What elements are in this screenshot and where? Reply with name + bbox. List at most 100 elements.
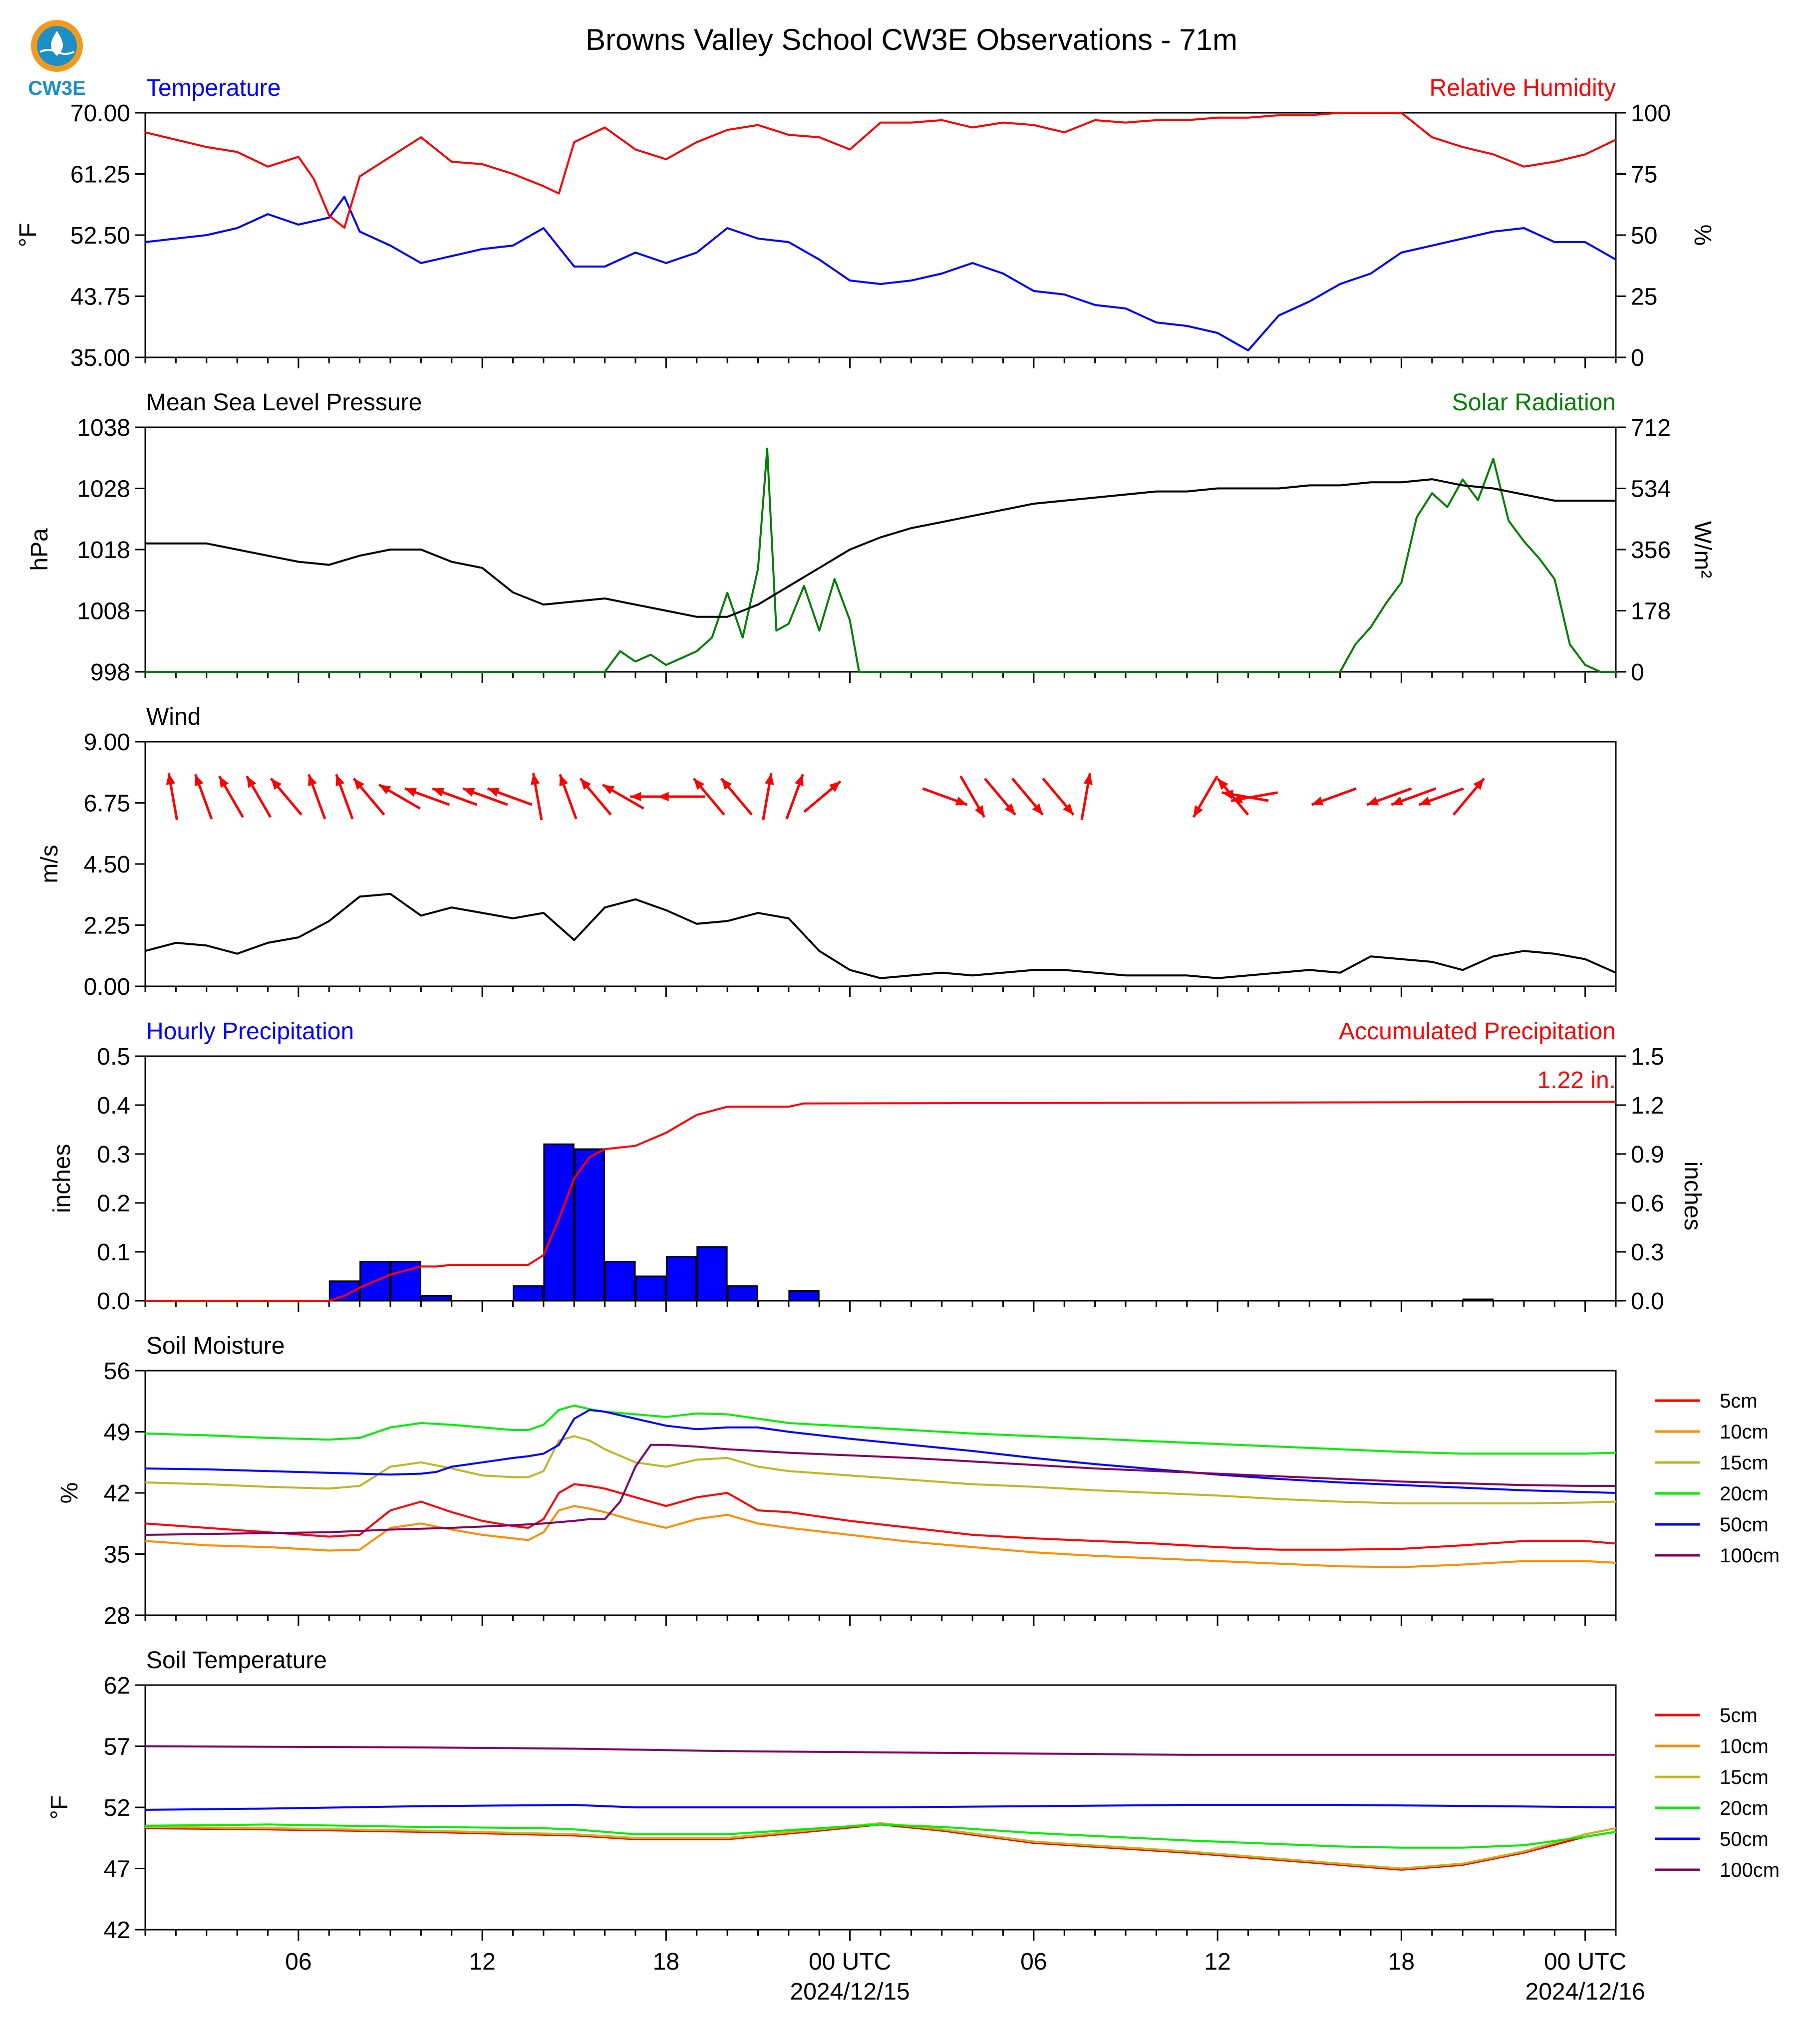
wind-arrow-head xyxy=(559,774,569,787)
plot-layer: 06 12 18 00 UTC 06 12 18 00 UTC 2024/12/15 2024/1… xyxy=(70,100,1780,2005)
wind-arrow-head xyxy=(1221,790,1233,799)
soil-line-5cm xyxy=(145,1823,1616,1871)
legend-label: 10cm xyxy=(1720,1736,1769,1757)
y-tick-label: 35 xyxy=(104,1542,130,1568)
legend-label: 5cm xyxy=(1720,1390,1758,1412)
y-tick-label: 61.25 xyxy=(70,162,130,188)
precip-bar xyxy=(543,1143,575,1302)
precip-bar xyxy=(665,1256,697,1302)
y-tick-label: 62 xyxy=(104,1673,130,1699)
cw3e-logo: CW3E xyxy=(28,20,86,99)
soil-temperature-unit: °F xyxy=(46,1795,73,1820)
wind-arrow-head xyxy=(603,785,615,795)
wind-arrow-head xyxy=(1311,796,1324,806)
wind-arrow-head xyxy=(657,792,669,802)
legend-label: 100cm xyxy=(1720,1859,1780,1881)
y-tick-label-right: 1.5 xyxy=(1631,1044,1664,1070)
precip-bar xyxy=(635,1275,666,1302)
humidity-line xyxy=(145,112,1616,229)
y-tick-label-right: 356 xyxy=(1631,537,1671,564)
wind-arrow-head xyxy=(405,788,417,797)
legend-label: 15cm xyxy=(1720,1452,1769,1474)
accum-precip-line xyxy=(145,1101,1616,1302)
temperature-unit: °F xyxy=(15,223,41,248)
soil-moisture-unit: % xyxy=(56,1482,83,1504)
wind-arrow-head xyxy=(765,773,774,785)
legend-label: 15cm xyxy=(1720,1766,1769,1788)
wind-unit: m/s xyxy=(36,845,63,883)
solar-unit: W/m² xyxy=(1689,521,1716,579)
y-tick-label: 1018 xyxy=(77,537,130,564)
precip-bar xyxy=(574,1148,606,1302)
y-tick-label: 0.0 xyxy=(97,1288,130,1315)
wind-arrow-head xyxy=(463,788,475,797)
y-tick-label: 9.00 xyxy=(84,729,130,756)
soil-line-10cm xyxy=(145,1505,1616,1568)
y-tick-label-right: 50 xyxy=(1631,223,1657,249)
y-tick-label-right: 0.3 xyxy=(1631,1239,1664,1266)
y-tick-label: 1038 xyxy=(77,415,130,441)
y-tick-label: 998 xyxy=(90,659,130,686)
y-tick-label-right: 75 xyxy=(1631,162,1657,188)
y-tick-label: 47 xyxy=(104,1856,130,1883)
y-tick-label-right: 0.6 xyxy=(1631,1190,1664,1217)
y-tick-label: 0.5 xyxy=(97,1044,130,1070)
y-tick-label: 6.75 xyxy=(84,791,130,817)
wind-arrow-head xyxy=(1473,778,1484,790)
y-tick-label: 0.3 xyxy=(97,1142,130,1168)
soil-line-100cm xyxy=(145,1444,1616,1536)
wind-arrow-head xyxy=(1217,778,1228,790)
pressure-unit: hPa xyxy=(26,528,53,571)
soil-moisture-title: Soil Moisture xyxy=(146,1333,285,1359)
y-tick-label: 42 xyxy=(104,1480,130,1507)
y-tick-label-right: 178 xyxy=(1631,598,1671,625)
legend-label: 10cm xyxy=(1720,1421,1769,1443)
legend-label: 100cm xyxy=(1720,1545,1780,1567)
x-tick-label: 00 UTC xyxy=(1544,1949,1626,1975)
wind-arrow-head xyxy=(1391,796,1404,806)
y-tick-label: 56 xyxy=(104,1358,130,1385)
humidity-unit: % xyxy=(1689,225,1716,246)
soil-line-20cm xyxy=(145,1405,1616,1455)
y-tick-label: 1008 xyxy=(77,598,130,625)
wind-arrow-head xyxy=(195,774,204,787)
soil-line-15cm xyxy=(145,1822,1616,1870)
y-tick-label: 43.75 xyxy=(70,284,130,310)
wind-arrow-head xyxy=(1004,803,1015,815)
y-tick-label-right: 0.9 xyxy=(1631,1142,1664,1168)
wind-arrow-head xyxy=(795,774,804,787)
panel-soil-temperature: Soil Temperature °F xyxy=(46,1647,1617,1931)
y-tick-label: 49 xyxy=(104,1420,130,1446)
wind-arrow-head xyxy=(487,788,500,797)
wind-arrow-head xyxy=(955,796,967,806)
wind-arrow-head xyxy=(1063,803,1074,815)
y-tick-label: 0.00 xyxy=(84,974,130,1000)
y-tick-label: 57 xyxy=(104,1734,130,1760)
temperature-title: Temperature xyxy=(146,75,281,101)
soil-line-50cm xyxy=(145,1804,1616,1811)
soil-line-100cm xyxy=(145,1745,1616,1756)
accum-precip-unit: inches xyxy=(1679,1161,1706,1231)
logo-text: CW3E xyxy=(28,77,86,99)
legend-label: 5cm xyxy=(1720,1705,1758,1727)
x-tick-label: 12 xyxy=(1204,1949,1230,1975)
y-tick-label-right: 25 xyxy=(1631,284,1657,310)
date-label: 2024/12/15 xyxy=(790,1979,910,2005)
wind-arrow-head xyxy=(1193,805,1203,818)
panel-pressure: Mean Sea Level Pressure Solar Radiation … xyxy=(26,389,1716,673)
y-tick-label-right: 0 xyxy=(1631,345,1644,371)
wind-arrow-head xyxy=(379,785,391,795)
wind-arrow-head xyxy=(630,792,641,802)
y-tick-label-right: 534 xyxy=(1631,476,1671,503)
x-tick-label: 00 UTC xyxy=(809,1949,891,1975)
y-tick-label-right: 1.2 xyxy=(1631,1093,1664,1119)
panel-temperature: Temperature Relative Humidity °F % xyxy=(15,75,1716,358)
pressure-title: Mean Sea Level Pressure xyxy=(146,389,422,416)
precip-bar xyxy=(727,1285,758,1302)
x-tick-label: 06 xyxy=(1020,1949,1047,1975)
wind-arrow-head xyxy=(219,776,229,788)
legend-label: 20cm xyxy=(1720,1483,1769,1505)
y-tick-label-right: 712 xyxy=(1631,415,1671,441)
panel-wind: Wind m/s xyxy=(36,704,1617,987)
temperature-line xyxy=(145,196,1616,351)
